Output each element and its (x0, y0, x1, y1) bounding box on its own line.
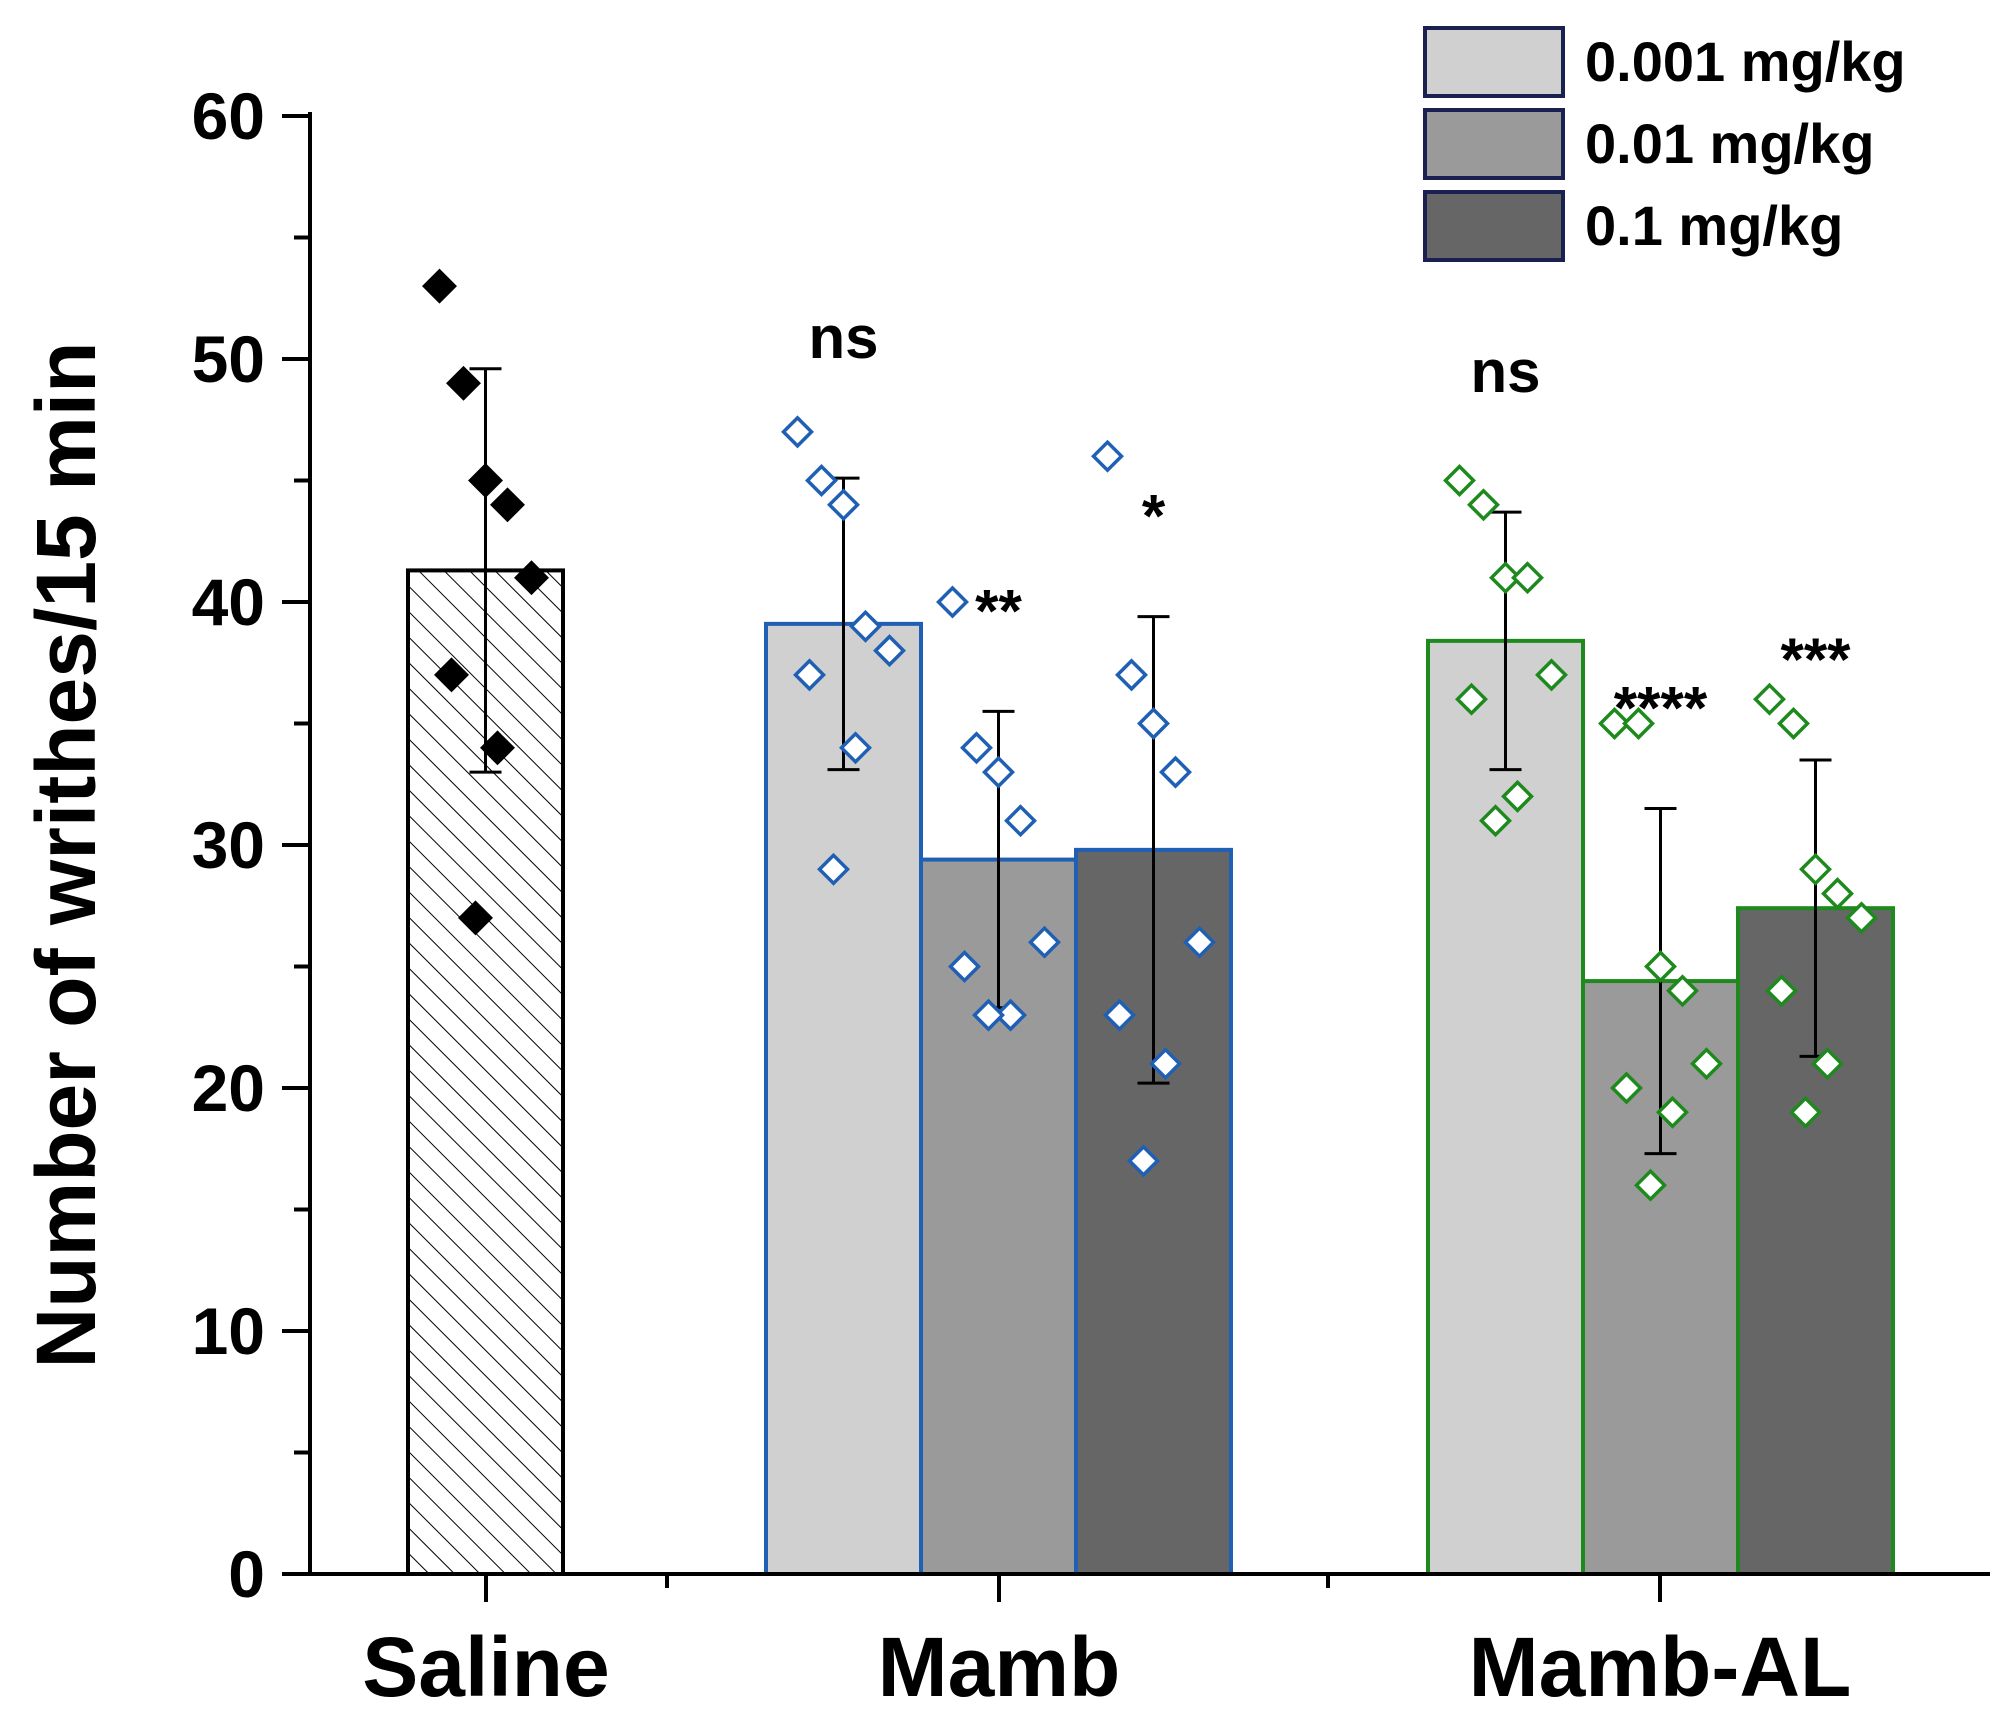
bar (764, 621, 923, 1576)
data-point (982, 755, 1015, 789)
data-point (1777, 707, 1810, 740)
data-point (490, 487, 525, 523)
data-point (1622, 707, 1655, 740)
data-point (1799, 852, 1832, 886)
data-point (1501, 779, 1534, 813)
significance-label: ns (808, 304, 878, 371)
significance-label: *** (1780, 626, 1851, 693)
data-point (446, 365, 481, 401)
data-point (1004, 804, 1037, 838)
x-category-label: Saline (362, 1620, 609, 1714)
data-point (1511, 561, 1544, 595)
data-point (1103, 998, 1136, 1032)
legend-swatch (1423, 108, 1565, 180)
data-point (873, 634, 906, 668)
y-tick-label: 40 (192, 565, 265, 639)
data-point (1443, 464, 1476, 497)
data-point (849, 609, 882, 643)
y-tick-label: 10 (192, 1294, 265, 1368)
data-point (1149, 1047, 1182, 1081)
data-point (936, 585, 969, 619)
data-point (1666, 974, 1699, 1008)
data-point (1127, 1144, 1160, 1178)
data-point (422, 268, 457, 304)
data-point (805, 464, 838, 497)
legend-swatch (1423, 190, 1565, 262)
significance-label: ** (975, 577, 1022, 644)
data-point (1811, 1047, 1844, 1081)
data-point (1467, 488, 1500, 522)
data-point (994, 998, 1027, 1032)
data-point (1610, 1071, 1643, 1105)
data-point (1535, 658, 1568, 692)
significance-label: * (1142, 483, 1166, 550)
data-point (1789, 1095, 1822, 1129)
data-point (1115, 658, 1148, 692)
data-point (793, 658, 826, 692)
data-point (827, 488, 860, 522)
data-point (948, 950, 981, 983)
data-point (1091, 439, 1124, 473)
y-tick-label: 50 (192, 322, 265, 396)
data-point (458, 900, 493, 936)
legend-label: 0.1 mg/kg (1585, 194, 1843, 257)
y-tick-label: 30 (192, 808, 265, 882)
data-point (781, 415, 814, 449)
data-point (1183, 925, 1216, 959)
data-point (1455, 682, 1488, 716)
data-point (1489, 561, 1522, 595)
data-point (1028, 925, 1061, 959)
data-point (1159, 755, 1192, 789)
x-category-label: Mamb (878, 1620, 1121, 1714)
data-point (1753, 682, 1786, 716)
data-point (1765, 974, 1798, 1008)
data-point (434, 657, 469, 693)
significance-label: ns (1470, 338, 1540, 405)
data-point (1634, 1168, 1667, 1202)
data-point (1137, 707, 1170, 740)
data-point (817, 852, 850, 886)
y-tick-label: 20 (192, 1051, 265, 1125)
legend-swatch (1423, 26, 1565, 98)
data-point (1644, 950, 1677, 983)
legend-label: 0.01 mg/kg (1585, 112, 1874, 175)
bar (1426, 638, 1585, 1576)
data-point (1690, 1047, 1723, 1081)
data-point (468, 463, 503, 498)
y-tick-label: 60 (192, 79, 265, 153)
data-point (1479, 804, 1512, 838)
data-point (1598, 707, 1631, 740)
y-axis-label: Number of writhes/15 min (19, 342, 113, 1369)
data-point (1656, 1095, 1689, 1129)
data-point (1821, 877, 1854, 911)
significance-label: **** (1614, 675, 1708, 742)
legend-label: 0.001 mg/kg (1585, 30, 1906, 93)
data-point (972, 998, 1005, 1032)
data-point (960, 731, 993, 765)
data-point (839, 731, 872, 765)
data-point (514, 560, 549, 596)
y-tick-label: 0 (228, 1537, 265, 1611)
data-point (480, 730, 515, 766)
data-point (1845, 901, 1878, 935)
x-category-label: Mamb-AL (1469, 1620, 1852, 1714)
